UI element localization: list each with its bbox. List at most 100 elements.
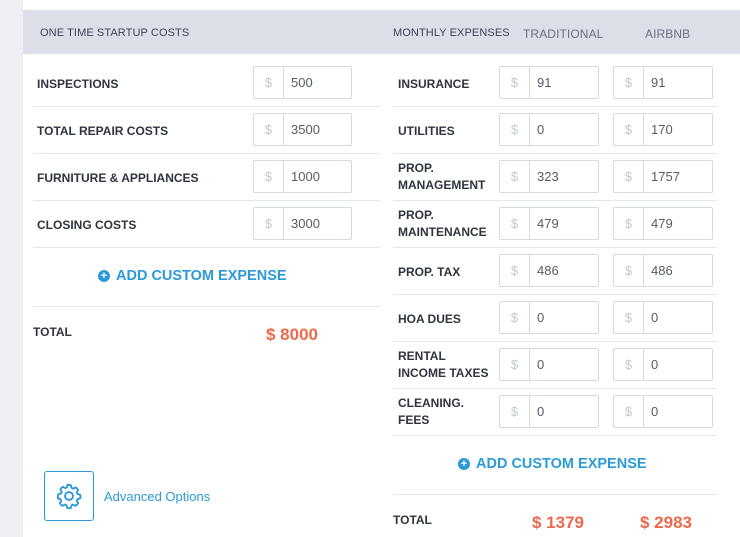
dollar-icon: $ [614, 114, 644, 145]
divider [393, 341, 717, 342]
dollar-icon: $ [614, 208, 644, 239]
startup-amount-input[interactable]: $3500 [253, 113, 352, 146]
startup-total-value: $ 8000 [266, 325, 318, 344]
airbnb-amount-input[interactable]: $91 [613, 66, 713, 99]
dollar-icon: $ [614, 396, 644, 427]
dollar-icon: $ [500, 349, 530, 380]
dollar-icon: $ [500, 302, 530, 333]
traditional-total-value: $ 1379 [532, 513, 584, 532]
divider [33, 306, 380, 307]
divider [33, 247, 380, 248]
monthly-total-label: TOTAL [393, 513, 432, 527]
add-monthly-expense-button[interactable]: + ADD CUSTOM EXPENSE [458, 456, 647, 472]
divider [393, 294, 717, 295]
monthly-item-label: PROP. MANAGEMENT [398, 161, 486, 192]
add-startup-expense-button[interactable]: + ADD CUSTOM EXPENSE [98, 268, 287, 284]
startup-total-label: TOTAL [33, 325, 72, 339]
traditional-amount-input[interactable]: $91 [499, 66, 599, 99]
traditional-amount-input[interactable]: $0 [499, 301, 599, 334]
amount-value[interactable]: 0 [537, 310, 545, 325]
dollar-icon: $ [614, 349, 644, 380]
amount-value[interactable]: 1757 [651, 169, 680, 184]
dollar-icon: $ [254, 114, 284, 145]
amount-value[interactable]: 0 [651, 404, 659, 419]
amount-value[interactable]: 479 [537, 216, 559, 231]
divider [33, 106, 380, 107]
divider [393, 388, 717, 389]
amount-value[interactable]: 0 [651, 310, 659, 325]
traditional-amount-input[interactable]: $0 [499, 348, 599, 381]
monthly-item-label: PROP. MAINTENANCE [398, 208, 487, 239]
monthly-item-label: INSURANCE [398, 77, 470, 91]
startup-header: ONE TIME STARTUP COSTS [40, 27, 190, 39]
dollar-icon: $ [614, 161, 644, 192]
amount-value[interactable]: 500 [291, 75, 313, 90]
amount-value[interactable]: 170 [651, 122, 673, 137]
divider [393, 106, 717, 107]
amount-value[interactable]: 91 [537, 75, 552, 90]
traditional-header: TRADITIONAL [523, 27, 604, 41]
divider [33, 153, 380, 154]
divider [393, 153, 717, 154]
plus-circle-icon: + [458, 458, 470, 470]
advanced-options-button[interactable] [44, 471, 94, 521]
airbnb-amount-input[interactable]: $0 [613, 348, 713, 381]
monthly-item-label: RENTAL INCOME TAXES [398, 349, 489, 380]
amount-value[interactable]: 0 [651, 357, 659, 372]
traditional-amount-input[interactable]: $323 [499, 160, 599, 193]
traditional-amount-input[interactable]: $0 [499, 395, 599, 428]
amount-value[interactable]: 3000 [291, 216, 320, 231]
startup-item-label: INSPECTIONS [37, 77, 119, 91]
amount-value[interactable]: 486 [651, 263, 673, 278]
dollar-icon: $ [500, 161, 530, 192]
dollar-icon: $ [500, 396, 530, 427]
amount-value[interactable]: 0 [537, 404, 545, 419]
dollar-icon: $ [254, 208, 284, 239]
monthly-item-label: UTILITIES [398, 124, 455, 138]
dollar-icon: $ [254, 67, 284, 98]
divider [393, 435, 717, 436]
table-header [23, 10, 740, 54]
plus-circle-icon: + [98, 270, 110, 282]
divider [393, 494, 717, 495]
startup-item-label: TOTAL REPAIR COSTS [37, 124, 169, 138]
dollar-icon: $ [500, 255, 530, 286]
traditional-amount-input[interactable]: $479 [499, 207, 599, 240]
add-monthly-expense-label: ADD CUSTOM EXPENSE [476, 456, 647, 472]
startup-item-label: FURNITURE & APPLIANCES [37, 171, 199, 185]
startup-amount-input[interactable]: $1000 [253, 160, 352, 193]
advanced-options-link[interactable]: Advanced Options [104, 489, 211, 504]
amount-value[interactable]: 91 [651, 75, 666, 90]
monthly-item-label: PROP. TAX [398, 265, 461, 279]
amount-value[interactable]: 3500 [291, 122, 320, 137]
amount-value[interactable]: 486 [537, 263, 559, 278]
add-startup-expense-label: ADD CUSTOM EXPENSE [116, 268, 287, 284]
traditional-amount-input[interactable]: $486 [499, 254, 599, 287]
divider [33, 200, 380, 201]
gear-icon [56, 483, 82, 510]
dollar-icon: $ [614, 255, 644, 286]
airbnb-amount-input[interactable]: $479 [613, 207, 713, 240]
dollar-icon: $ [614, 302, 644, 333]
monthly-item-label: CLEANING. FEES [398, 396, 464, 427]
airbnb-total-value: $ 2983 [640, 513, 692, 532]
airbnb-amount-input[interactable]: $1757 [613, 160, 713, 193]
amount-value[interactable]: 323 [537, 169, 559, 184]
divider [393, 200, 717, 201]
airbnb-amount-input[interactable]: $170 [613, 113, 713, 146]
amount-value[interactable]: 479 [651, 216, 673, 231]
monthly-item-label: HOA DUES [398, 312, 461, 326]
airbnb-amount-input[interactable]: $486 [613, 254, 713, 287]
airbnb-header: AIRBNB [645, 27, 691, 41]
airbnb-amount-input[interactable]: $0 [613, 395, 713, 428]
amount-value[interactable]: 0 [537, 122, 545, 137]
amount-value[interactable]: 0 [537, 357, 545, 372]
traditional-amount-input[interactable]: $0 [499, 113, 599, 146]
dollar-icon: $ [254, 161, 284, 192]
startup-amount-input[interactable]: $500 [253, 66, 352, 99]
airbnb-amount-input[interactable]: $0 [613, 301, 713, 334]
monthly-header: MONTHLY EXPENSES [393, 27, 510, 39]
startup-amount-input[interactable]: $3000 [253, 207, 352, 240]
dollar-icon: $ [500, 208, 530, 239]
amount-value[interactable]: 1000 [291, 169, 320, 184]
